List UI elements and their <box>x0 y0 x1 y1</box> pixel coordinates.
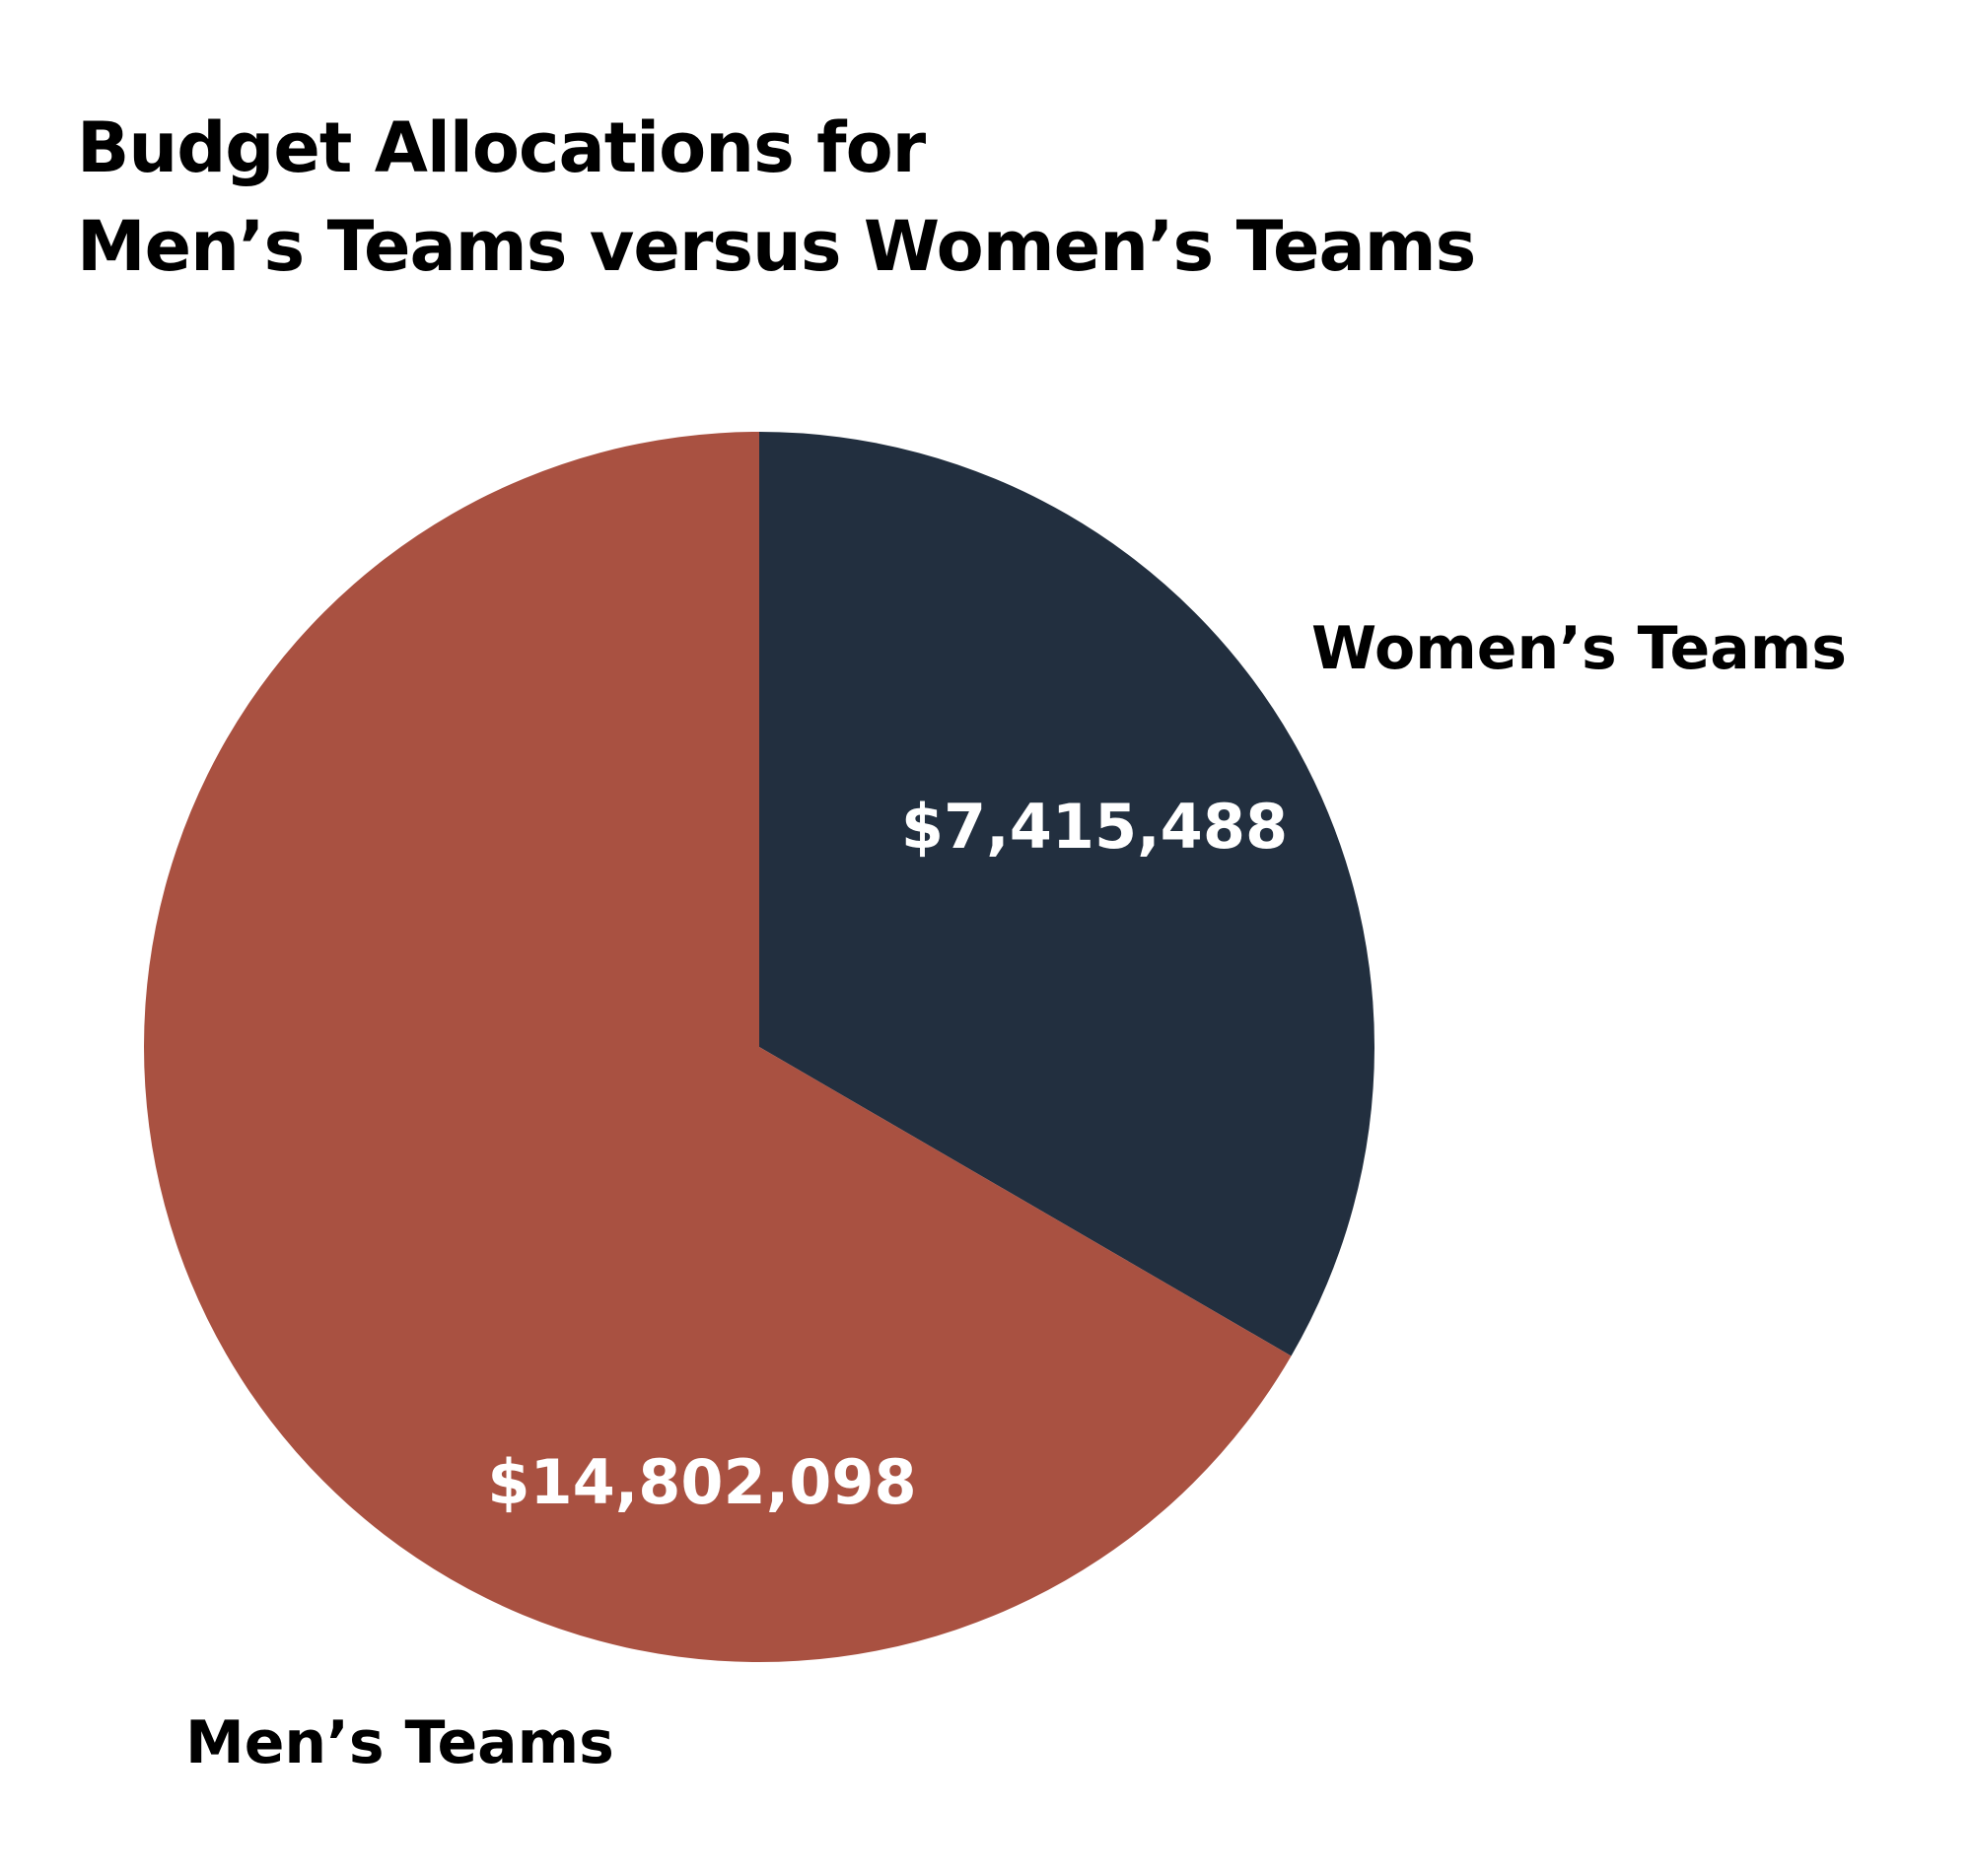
category-label-womens-teams: Women’s Teams <box>1311 614 1847 683</box>
chart-title-line-1: Budget Allocations for <box>77 107 926 188</box>
chart-title: Budget Allocations for Men’s Teams versu… <box>77 99 1476 296</box>
data-label-mens-teams: $14,802,098 <box>487 1446 916 1518</box>
pie-slice-womens-teams[interactable] <box>759 432 1375 1356</box>
category-label-mens-teams: Men’s Teams <box>185 1708 614 1777</box>
data-label-womens-teams: $7,415,488 <box>901 791 1288 863</box>
chart-title-line-2: Men’s Teams versus Women’s Teams <box>77 206 1476 287</box>
pie-slice-mens-teams[interactable] <box>144 432 1292 1662</box>
